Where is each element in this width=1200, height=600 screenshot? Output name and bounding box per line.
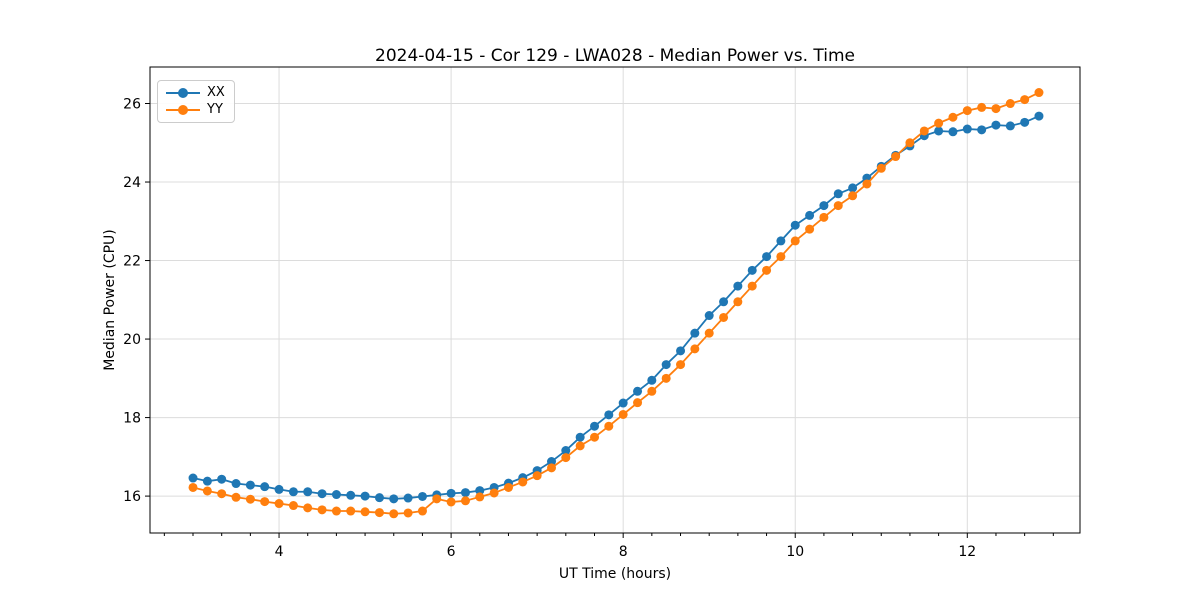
x-tick-label: 10: [786, 544, 804, 560]
series-xx: [188, 111, 1044, 504]
series-yy: [188, 88, 1044, 519]
axes-spines: [149, 66, 1081, 534]
legend-item-yy: YY: [166, 103, 225, 117]
x-tick-label: 8: [619, 544, 628, 560]
tick-labels: 4 6 8 10 12 16 18 20 22 24 26: [123, 97, 976, 560]
chart-title: 2024-04-15 - Cor 129 - LWA028 - Median P…: [375, 46, 855, 66]
x-tick-label: 6: [447, 544, 456, 560]
y-tick-label: 20: [123, 332, 141, 348]
axis-ticks: [145, 103, 1054, 538]
x-tick-label: 4: [275, 544, 284, 560]
legend-label-xx: XX: [207, 85, 225, 100]
y-tick-label: 24: [123, 175, 141, 191]
y-axis-label: Median Power (CPU): [102, 229, 118, 371]
legend-marker-yy-icon: [166, 103, 200, 117]
y-tick-label: 22: [123, 254, 141, 270]
x-tick-label: 12: [958, 544, 976, 560]
legend: XX YY: [157, 80, 235, 123]
y-tick-label: 18: [123, 411, 141, 427]
y-tick-label: 26: [123, 97, 141, 113]
legend-marker-xx-icon: [166, 86, 200, 100]
gridlines: [150, 67, 1080, 533]
legend-label-yy: YY: [207, 102, 223, 117]
legend-item-xx: XX: [166, 86, 225, 100]
x-axis-label: UT Time (hours): [558, 566, 672, 582]
y-tick-label: 16: [123, 489, 141, 505]
